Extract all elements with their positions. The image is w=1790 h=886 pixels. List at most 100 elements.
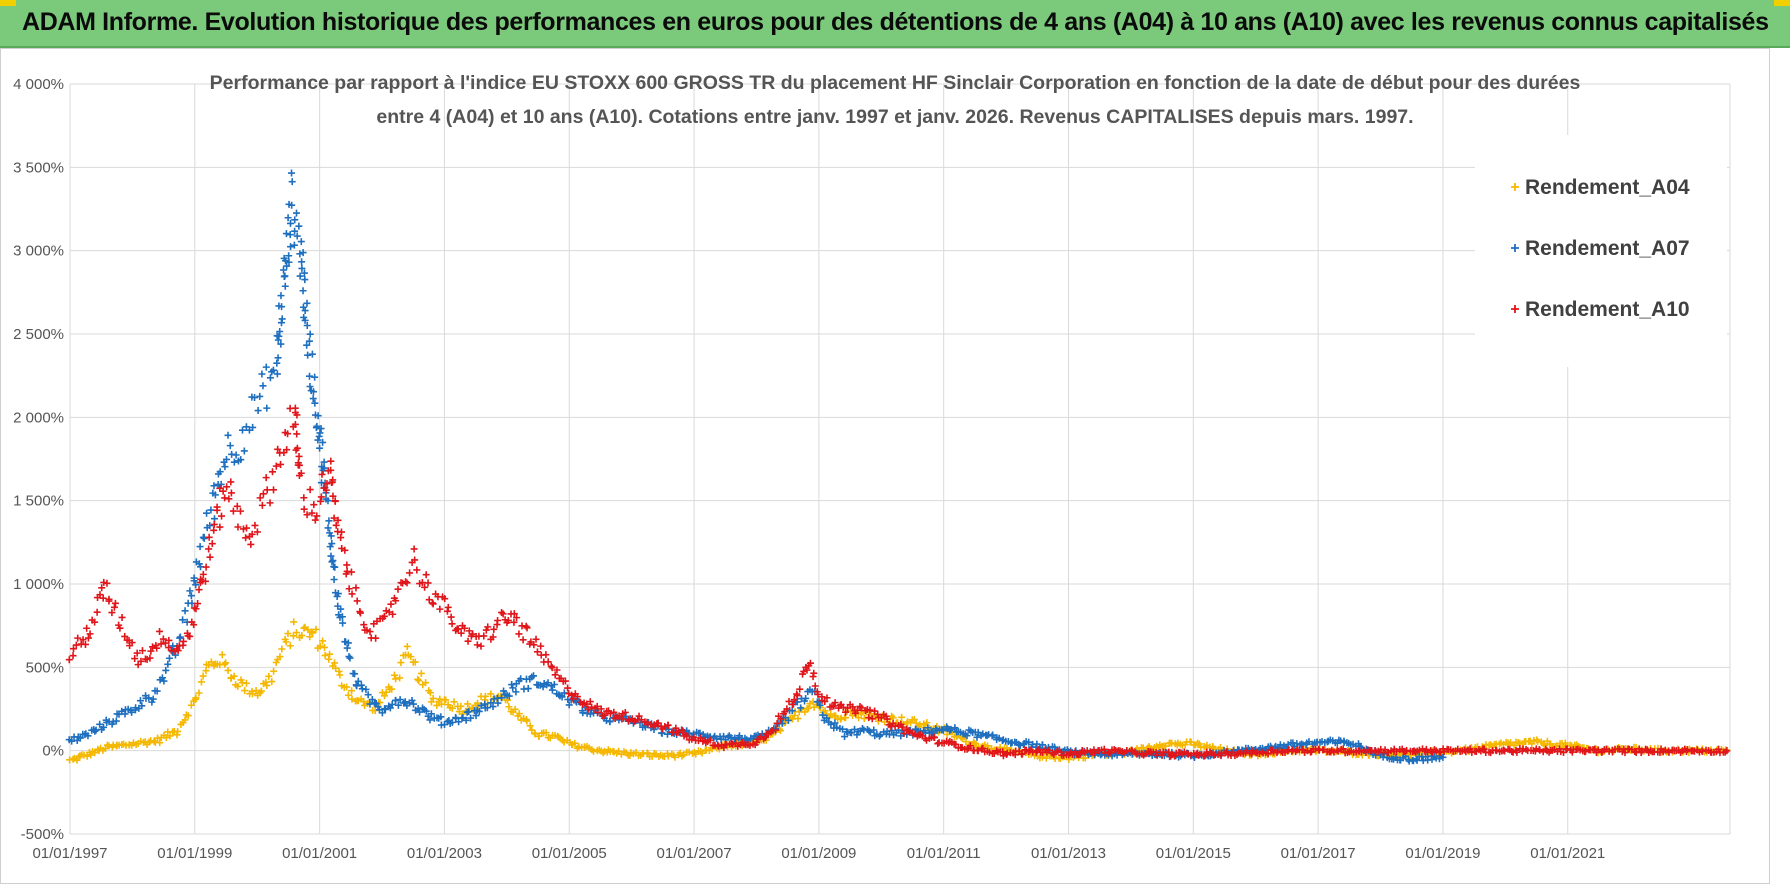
data-point [305,337,313,345]
data-point [473,641,481,649]
data-point [273,370,281,378]
data-point [162,666,170,674]
data-point [331,563,339,571]
data-point [274,445,282,453]
data-point [190,574,198,582]
data-point [868,715,876,723]
data-point [281,282,289,290]
data-point [324,524,332,532]
data-point [683,732,691,740]
data-point [1183,749,1191,757]
data-point [334,516,342,524]
data-point [332,664,340,672]
data-point [858,725,866,733]
data-point [112,717,120,725]
data-point [912,719,920,727]
data-point [450,698,458,706]
data-point [263,681,271,689]
data-point [81,640,89,648]
data-point [105,595,113,603]
data-point [345,653,353,661]
data-point [407,653,415,661]
data-point [403,642,411,650]
data-point [236,507,244,515]
data-point [833,723,841,731]
data-point [1413,756,1421,764]
data-point [341,546,349,554]
y-tick-label: 1 500% [13,493,64,510]
data-point [1563,745,1571,753]
data-point [174,727,182,735]
data-point [150,737,158,745]
data-point [84,732,92,740]
data-point [533,648,541,656]
data-point [280,266,287,274]
data-point [306,330,314,338]
data-point [309,388,317,396]
data-point [800,667,808,675]
data-point [429,694,437,702]
data-point [287,219,295,227]
data-point [108,609,116,617]
data-point [145,694,153,702]
data-point [364,691,372,699]
data-point [380,692,388,700]
data-point [675,728,683,736]
data-point [1025,738,1033,746]
legend-item-rendement-a10: Rendement_A10 [1511,298,1690,321]
data-point [270,667,278,675]
data-point [316,642,324,650]
data-point [966,742,974,750]
data-point [73,756,81,764]
data-point [409,700,417,708]
data-point [865,714,873,722]
data-point [171,651,179,659]
data-point [381,705,389,713]
data-point [855,714,863,722]
data-point [256,392,264,400]
data-point [276,327,284,335]
data-point [192,581,200,589]
data-point [118,613,126,621]
data-point [860,715,868,723]
data-point [512,688,520,696]
data-point [65,656,73,664]
y-tick-label: 3 000% [13,243,64,260]
data-point [278,303,286,311]
data-point [794,715,802,723]
y-tick-label: 2 500% [13,326,64,343]
data-point [320,458,328,466]
data-point [263,404,271,412]
data-point [262,678,270,686]
data-point [490,625,498,633]
data-point [500,687,508,695]
data-point [469,705,477,713]
data-point [293,232,301,240]
data-point [285,258,293,266]
data-point [254,407,262,415]
data-point [821,698,829,706]
data-point [328,478,336,486]
data-point [1018,750,1026,758]
legend-marker [1511,305,1519,313]
data-point [392,597,400,605]
data-point [292,209,300,217]
data-point [331,659,339,667]
data-point [105,742,113,750]
data-point [735,732,743,740]
banner-corner-left [0,0,16,6]
data-point [542,651,550,659]
data-point [288,201,296,209]
data-point [96,720,104,728]
data-point [206,553,214,561]
data-point [397,659,405,667]
data-point [460,624,468,632]
data-point [821,707,829,715]
data-point [319,438,327,446]
data-point [425,596,433,604]
data-point [269,468,277,476]
data-point [111,599,119,607]
data-point [197,678,205,686]
data-point [157,640,165,648]
data-point [270,486,278,494]
